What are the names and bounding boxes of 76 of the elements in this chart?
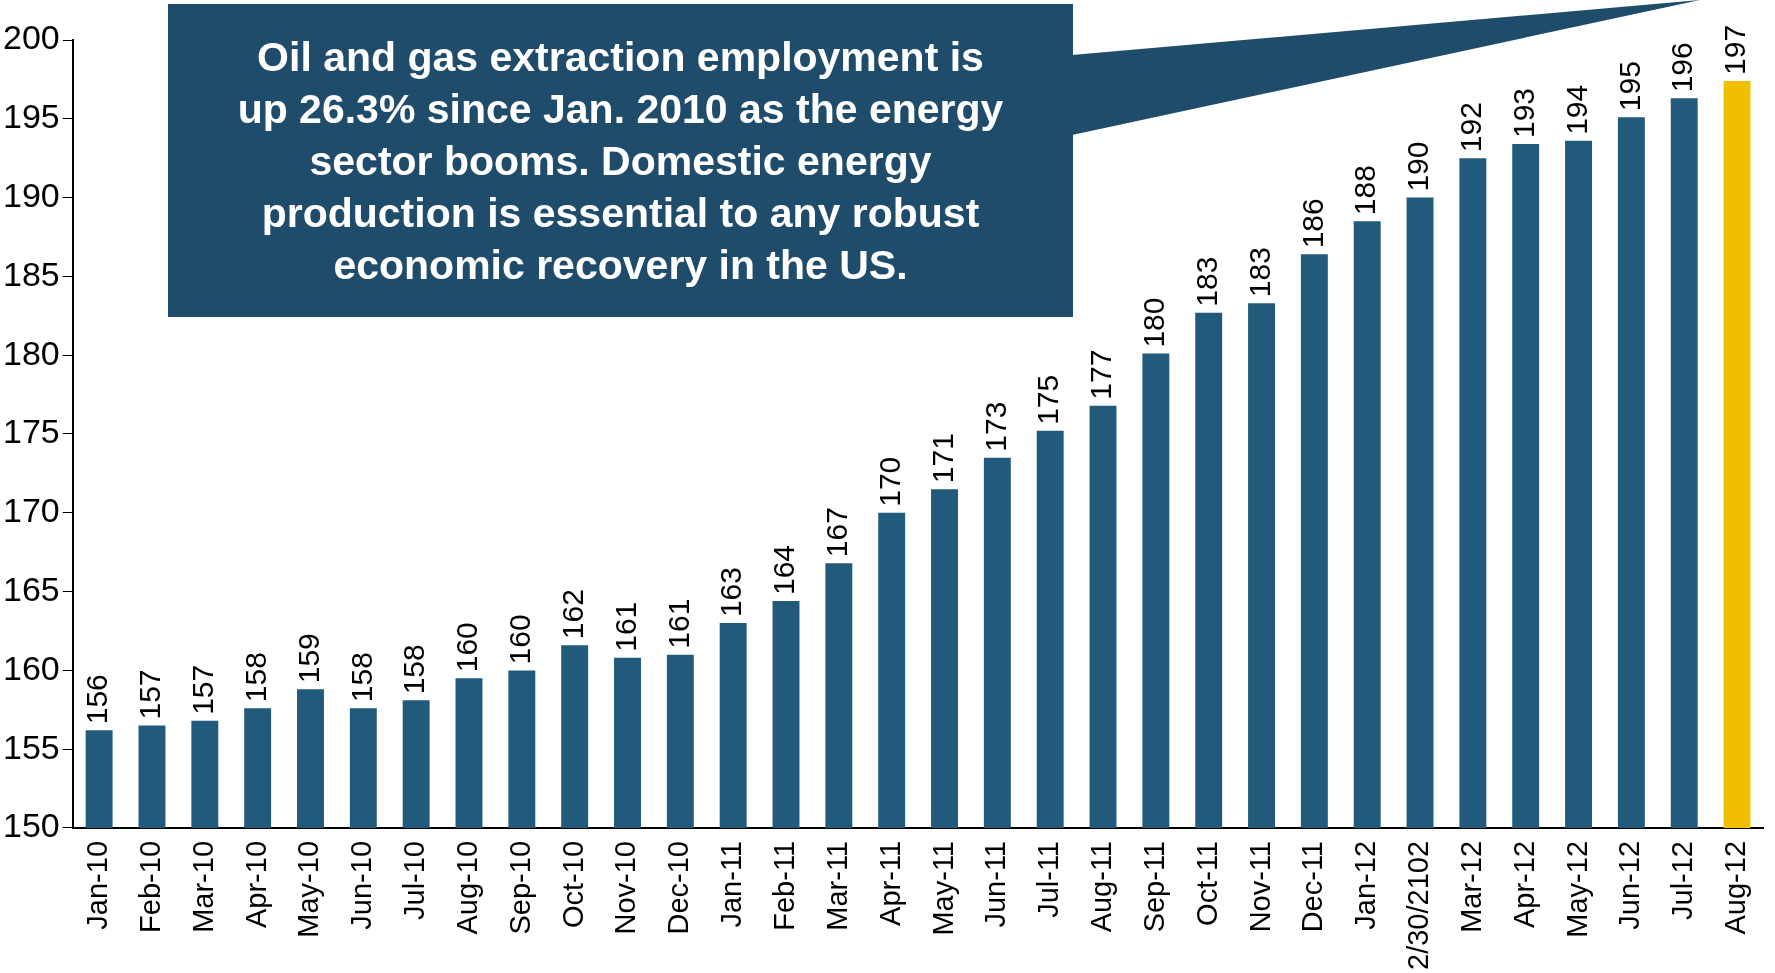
x-tick-label: Nov-10 [609, 840, 642, 935]
data-label: 173 [978, 401, 1012, 452]
x-tick-label: Sep-10 [503, 840, 536, 935]
x-tick-label: Mar-10 [186, 840, 219, 933]
data-label: 183 [1189, 256, 1223, 307]
data-label: 159 [291, 633, 325, 684]
x-tick-label: May-11 [926, 840, 959, 936]
data-label: 193 [1506, 87, 1540, 139]
data-label: 196 [1665, 42, 1699, 93]
x-tick-label: May-10 [292, 840, 325, 938]
x-tick-label: Mar-12 [1454, 840, 1487, 933]
data-label: 158 [344, 652, 378, 703]
data-label: 171 [925, 433, 959, 484]
x-tick-label: Feb-10 [133, 840, 166, 933]
x-tick-label: Oct-10 [556, 840, 589, 929]
x-tick-label: Jul-10 [398, 840, 431, 920]
y-tick-label: 175 [2, 412, 60, 451]
data-label: 194 [1559, 84, 1593, 135]
y-tick-label: 185 [2, 254, 60, 293]
x-tick-label: Dec-11 [1296, 840, 1329, 933]
y-tick-label: 180 [2, 333, 60, 372]
x-tick-label: Feb-11 [768, 840, 801, 931]
data-label: 197 [1718, 24, 1752, 75]
x-tick-label: Apr-10 [239, 840, 272, 929]
x-tick-label: Sep-11 [1137, 840, 1170, 933]
data-label: 157 [186, 664, 220, 715]
data-label: 186 [1295, 198, 1329, 249]
x-tick-label: Jun-10 [345, 840, 378, 930]
data-label: 163 [714, 567, 748, 618]
data-label: 161 [661, 598, 695, 649]
data-label: 183 [1242, 247, 1276, 298]
data-label: 192 [1454, 102, 1488, 153]
x-tick-label: Jan-10 [81, 840, 114, 930]
data-label: 160 [503, 614, 537, 665]
annotation: Oil and gas extraction employment is up 26.3% since Jan. 2010 as the energy sector booms. Domestic energy production is essential to any robust economic recovery in the US. [168, 4, 1073, 317]
data-label: 162 [555, 589, 589, 640]
y-tick-label: 155 [2, 727, 60, 766]
data-label: 180 [1137, 297, 1171, 348]
y-tick-label: 195 [2, 97, 60, 136]
data-label: 160 [450, 622, 484, 673]
y-tick-label: 200 [2, 18, 60, 57]
x-tick-label: Aug-11 [1085, 840, 1118, 933]
data-label: 177 [1084, 349, 1118, 400]
x-tick-label: Jul-12 [1666, 840, 1699, 920]
data-label: 195 [1612, 61, 1646, 112]
x-tick-label: Dec-10 [662, 840, 695, 935]
x-tick-label: Oct-11 [1190, 840, 1223, 926]
data-label: 157 [133, 669, 167, 720]
x-tick-label: Apr-11 [873, 840, 906, 926]
x-tick-label: May-12 [1560, 840, 1593, 938]
x-tick-label: Aug-10 [450, 840, 483, 935]
y-tick-label: 150 [2, 806, 60, 845]
data-label: 158 [238, 652, 272, 703]
data-label: 158 [397, 644, 431, 695]
data-label: 190 [1401, 141, 1435, 192]
data-label: 161 [608, 601, 642, 652]
x-tick-label: Jul-11 [1032, 840, 1065, 918]
y-tick-label: 190 [2, 175, 60, 214]
x-tick-label: Aug-12 [1719, 840, 1752, 935]
data-label: 167 [820, 507, 854, 558]
x-tick-label: Apr-12 [1507, 840, 1540, 929]
x-tick-label: Jan-12 [1349, 840, 1382, 930]
x-tick-label: Jun-12 [1613, 840, 1646, 930]
y-tick-label: 160 [2, 648, 60, 687]
data-label: 188 [1348, 165, 1382, 216]
x-tick-label: Nov-11 [1243, 840, 1276, 933]
x-tick-label: Jan-11 [715, 840, 748, 928]
x-tick-label: Mar-11 [820, 840, 853, 931]
x-tick-label: Jun-11 [979, 840, 1012, 928]
y-tick-label: 170 [2, 491, 60, 530]
x-tick-label: 2/30/2102 [1402, 840, 1435, 970]
data-label: 175 [1031, 374, 1065, 425]
data-label: 164 [767, 544, 801, 596]
data-label: 156 [80, 674, 114, 725]
data-label: 170 [872, 456, 906, 507]
y-tick-label: 165 [2, 569, 60, 608]
